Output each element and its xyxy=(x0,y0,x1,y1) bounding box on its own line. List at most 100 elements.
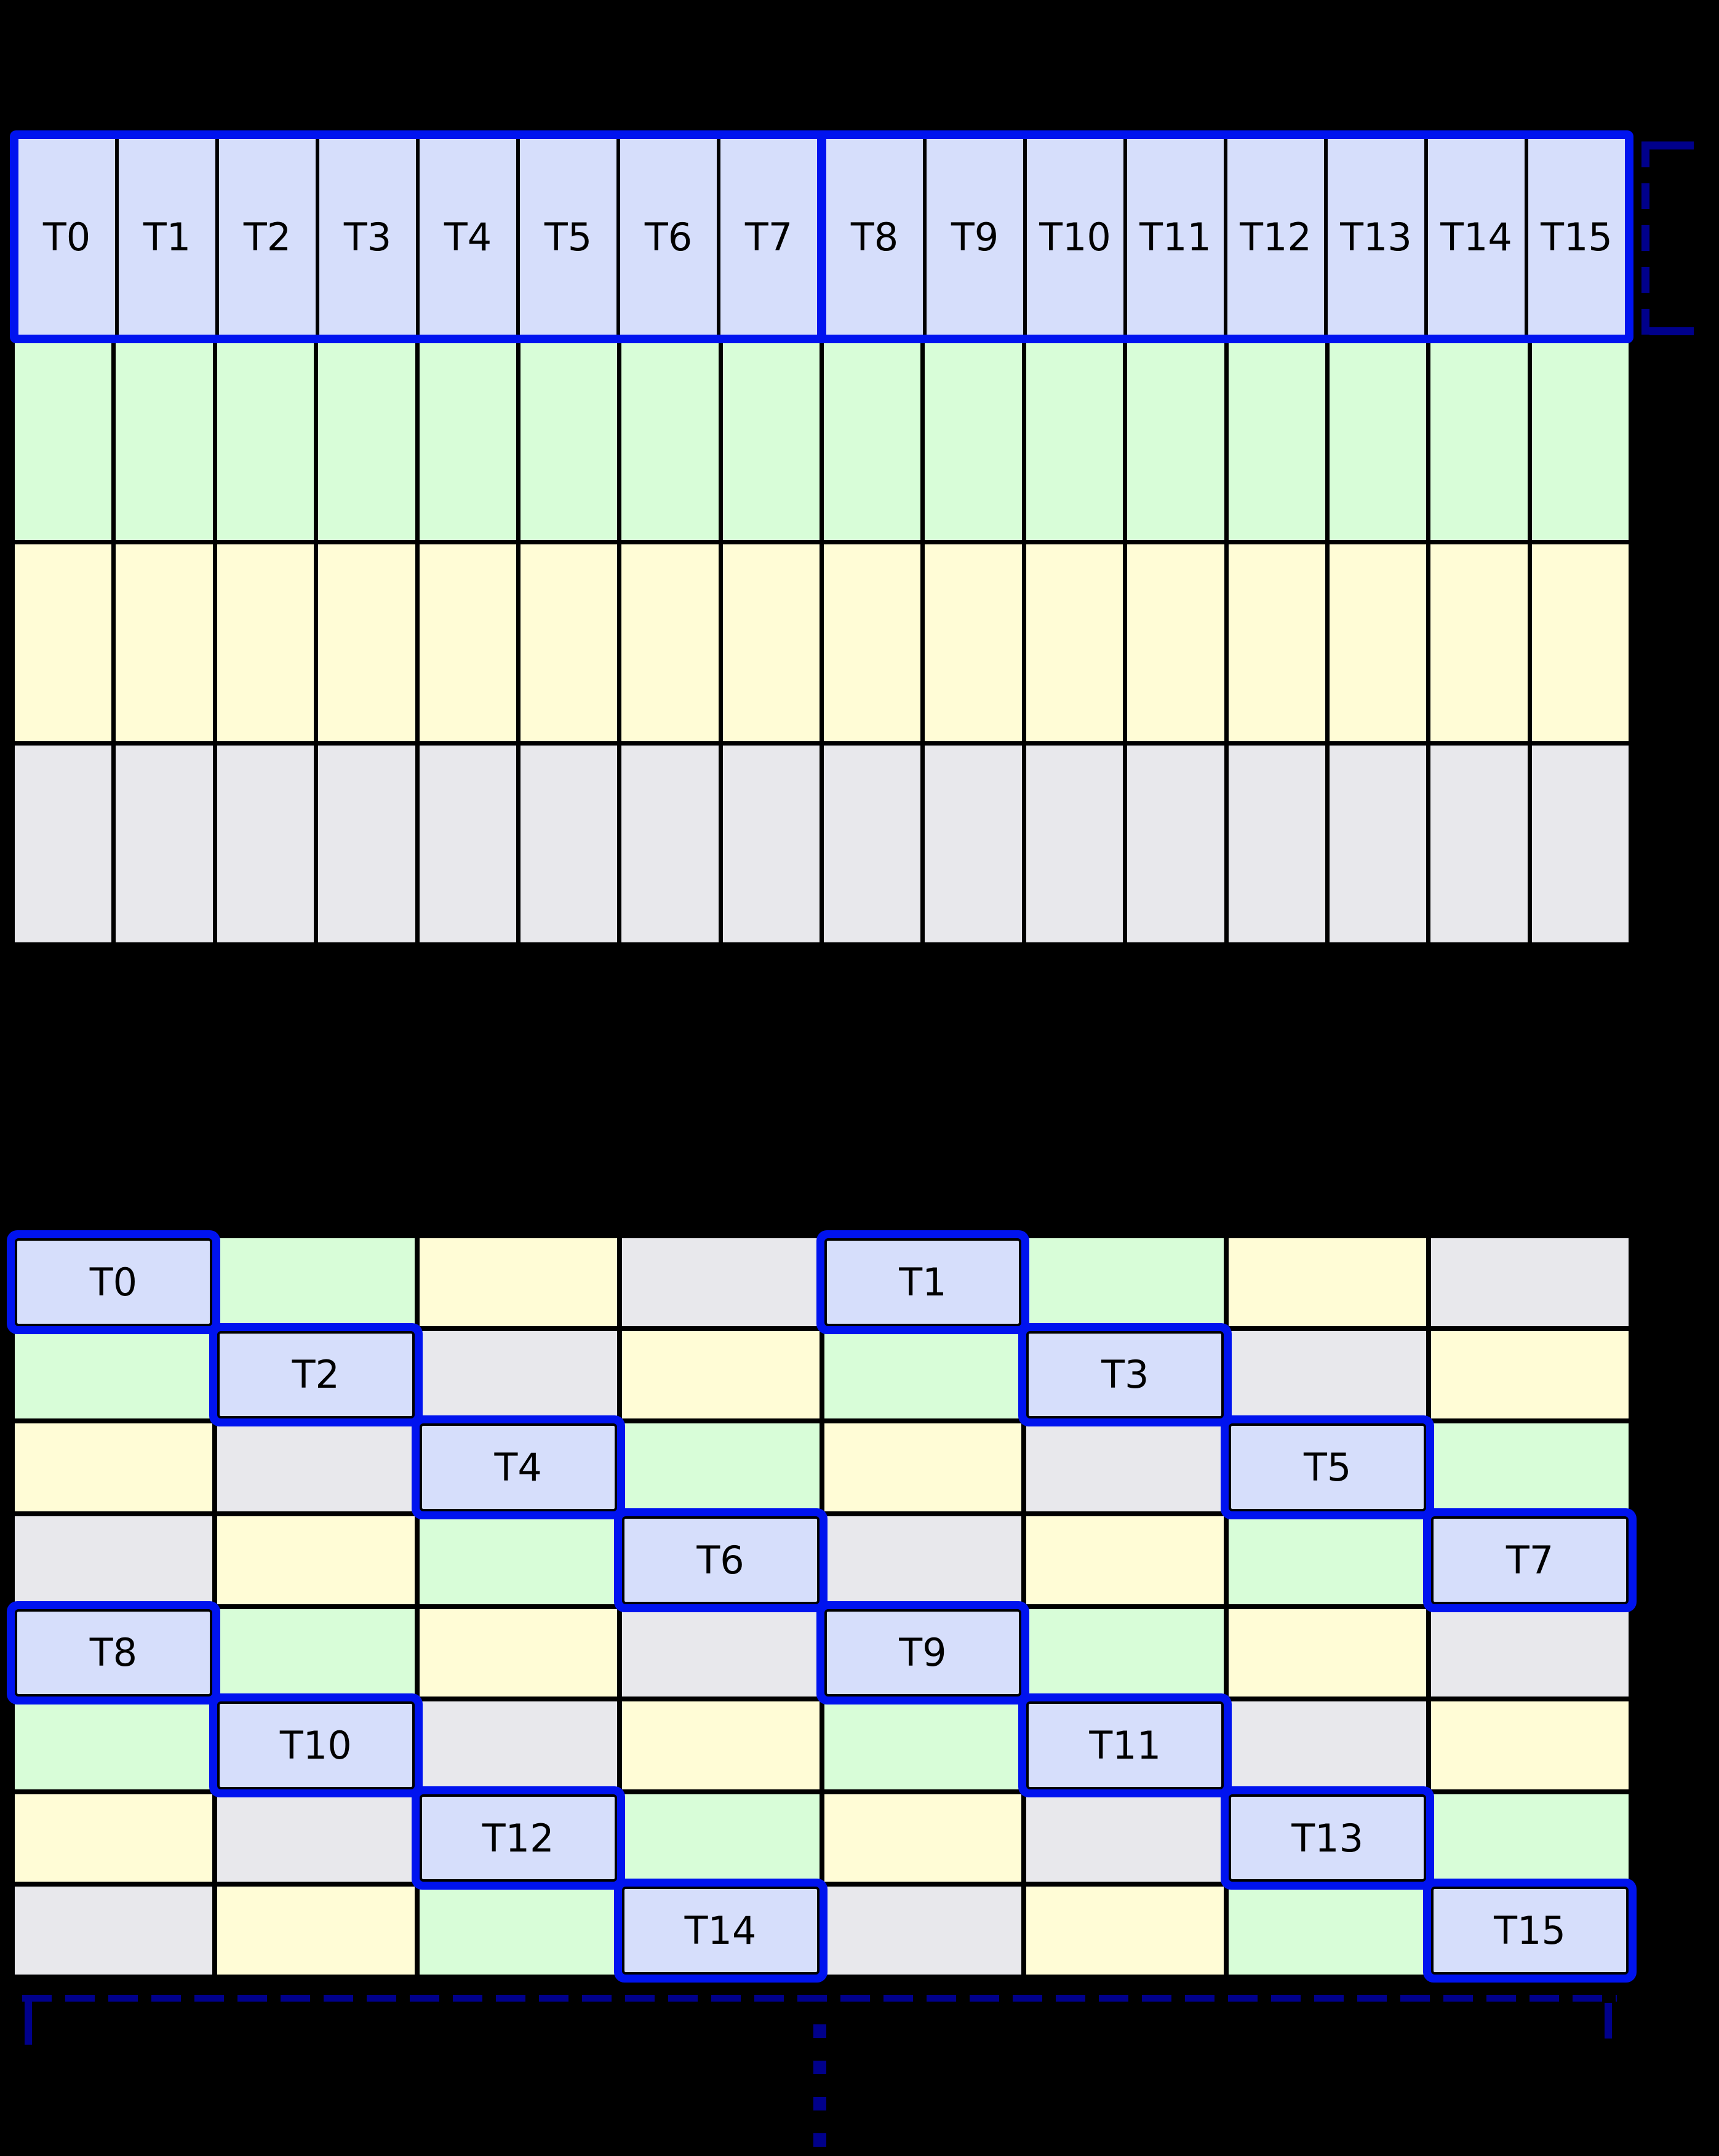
thread-cell-T14: T14 xyxy=(621,1887,820,1975)
memory-cell-green-r0-c14 xyxy=(1430,343,1528,540)
memory-cell-yellow-r1-c7 xyxy=(722,544,820,741)
top-thread-cell-T3: T3 xyxy=(316,139,416,335)
memory-cell-yellow-r1-c2 xyxy=(217,544,314,741)
memory-cell-green-r0-c5 xyxy=(520,343,618,540)
memory-cell-green-r3-c2 xyxy=(419,1516,617,1604)
memory-cell-gray-r2-c3 xyxy=(318,746,415,942)
memory-cell-gray-r2-c13 xyxy=(1329,746,1427,942)
memory-cell-green-r7-c2 xyxy=(419,1887,617,1975)
memory-cell-green-r0-c7 xyxy=(722,343,820,540)
memory-cell-gray-r2-c14 xyxy=(1430,746,1528,942)
memory-cell-gray-r2-c7 xyxy=(722,746,820,942)
memory-cell-yellow-r6-c4 xyxy=(824,1794,1022,1882)
memory-cell-green-r0-c11 xyxy=(1127,343,1224,540)
top-grid-memory-rows xyxy=(10,343,1633,947)
memory-cell-gray-r2-c8 xyxy=(824,746,921,942)
memory-cell-gray-r2-c0 xyxy=(15,746,112,942)
memory-cell-yellow-r1-c12 xyxy=(1228,544,1325,741)
memory-cell-green-r0-c10 xyxy=(1026,343,1123,540)
memory-cell-green-r0-c13 xyxy=(1329,343,1427,540)
bottom-bracket-left-tick xyxy=(25,2000,32,2045)
memory-cell-green-r0-c0 xyxy=(15,343,112,540)
memory-cell-yellow-r5-c7 xyxy=(1431,1701,1629,1789)
top-thread-cell-T15: T15 xyxy=(1525,139,1625,335)
memory-cell-yellow-r0-c6 xyxy=(1229,1238,1427,1326)
thread-cell-T12: T12 xyxy=(419,1794,617,1882)
memory-cell-gray-r5-c6 xyxy=(1229,1701,1427,1789)
memory-cell-green-r2-c7 xyxy=(1431,1423,1629,1511)
memory-cell-green-r1-c4 xyxy=(824,1331,1022,1419)
memory-cell-yellow-r1-c8 xyxy=(824,544,921,741)
thread-cell-T13: T13 xyxy=(1229,1794,1427,1882)
memory-cell-gray-r6-c1 xyxy=(217,1794,415,1882)
memory-cell-green-r0-c1 xyxy=(217,1238,415,1326)
memory-cell-green-r0-c1 xyxy=(116,343,213,540)
memory-cell-yellow-r0-c2 xyxy=(419,1238,617,1326)
memory-cell-gray-r4-c7 xyxy=(1431,1609,1629,1697)
top-thread-cell-T2: T2 xyxy=(215,139,316,335)
memory-cell-green-r3-c6 xyxy=(1229,1516,1427,1604)
memory-cell-gray-r2-c2 xyxy=(217,746,314,942)
memory-cell-gray-r2-c9 xyxy=(925,746,1022,942)
memory-cell-gray-r2-c11 xyxy=(1127,746,1224,942)
top-thread-cell-T0: T0 xyxy=(18,139,115,335)
top-thread-cell-T11: T11 xyxy=(1123,139,1224,335)
memory-cell-green-r0-c8 xyxy=(824,343,921,540)
thread-cell-T0: T0 xyxy=(15,1238,212,1326)
memory-cell-yellow-r1-c5 xyxy=(520,544,618,741)
memory-cell-green-r0-c6 xyxy=(621,343,719,540)
memory-cell-gray-r2-c6 xyxy=(621,746,719,942)
memory-cell-yellow-r1-c0 xyxy=(15,544,112,741)
right-bracket-top-tick xyxy=(1649,141,1694,149)
memory-cell-yellow-r1-c7 xyxy=(1431,1331,1629,1419)
memory-cell-gray-r7-c0 xyxy=(15,1887,212,1975)
bottom-grid: T0 T1 T2 T3 T4 T5 T6 T7 T8 T9 T10 T11 T12 T13 T14 T15 xyxy=(10,1233,1633,1979)
memory-cell-gray-r0-c3 xyxy=(621,1238,820,1326)
memory-cell-green-r0-c2 xyxy=(217,343,314,540)
thread-cell-T15: T15 xyxy=(1431,1887,1629,1975)
top-thread-cell-T7: T7 xyxy=(717,139,817,335)
memory-cell-green-r0-c15 xyxy=(1531,343,1629,540)
memory-cell-yellow-r1-c3 xyxy=(621,1331,820,1419)
thread-cell-T1: T1 xyxy=(824,1238,1022,1326)
thread-cell-T7: T7 xyxy=(1431,1516,1629,1604)
memory-cell-gray-r2-c15 xyxy=(1531,746,1629,942)
thread-cell-T10: T10 xyxy=(217,1701,415,1789)
memory-cell-yellow-r1-c6 xyxy=(621,544,719,741)
memory-cell-yellow-r1-c13 xyxy=(1329,544,1427,741)
memory-cell-gray-r2-c5 xyxy=(520,746,618,942)
memory-cell-yellow-r1-c10 xyxy=(1026,544,1123,741)
top-thread-cell-T13: T13 xyxy=(1324,139,1424,335)
thread-cell-T9: T9 xyxy=(824,1609,1022,1697)
memory-cell-green-r0-c5 xyxy=(1026,1238,1224,1326)
memory-cell-yellow-r7-c1 xyxy=(217,1887,415,1975)
memory-cell-gray-r2-c1 xyxy=(116,746,213,942)
memory-cell-green-r7-c6 xyxy=(1229,1887,1427,1975)
thread-cell-T3: T3 xyxy=(1026,1331,1224,1419)
memory-cell-gray-r1-c6 xyxy=(1229,1331,1427,1419)
thread-cell-T2: T2 xyxy=(217,1331,415,1419)
top-thread-cell-T9: T9 xyxy=(923,139,1023,335)
memory-cell-gray-r5-c2 xyxy=(419,1701,617,1789)
memory-cell-green-r5-c0 xyxy=(15,1701,212,1789)
bottom-bracket-line xyxy=(22,1995,1617,2002)
right-bracket-line xyxy=(1641,141,1649,335)
memory-cell-green-r5-c4 xyxy=(824,1701,1022,1789)
thread-cell-T4: T4 xyxy=(419,1423,617,1511)
memory-cell-gray-r3-c4 xyxy=(824,1516,1022,1604)
memory-cell-yellow-r3-c1 xyxy=(217,1516,415,1604)
memory-cell-gray-r0-c7 xyxy=(1431,1238,1629,1326)
memory-cell-yellow-r2-c4 xyxy=(824,1423,1022,1511)
memory-cell-gray-r4-c3 xyxy=(621,1609,820,1697)
continuation-ellipsis xyxy=(813,2024,826,2154)
memory-cell-gray-r2-c5 xyxy=(1026,1423,1224,1511)
memory-cell-green-r2-c3 xyxy=(621,1423,820,1511)
memory-cell-yellow-r1-c14 xyxy=(1430,544,1528,741)
memory-cell-gray-r2-c4 xyxy=(419,746,516,942)
top-thread-cell-T10: T10 xyxy=(1023,139,1123,335)
memory-cell-green-r1-c0 xyxy=(15,1331,212,1419)
memory-cell-gray-r1-c2 xyxy=(419,1331,617,1419)
memory-cell-gray-r2-c12 xyxy=(1228,746,1325,942)
top-thread-cell-T6: T6 xyxy=(616,139,717,335)
